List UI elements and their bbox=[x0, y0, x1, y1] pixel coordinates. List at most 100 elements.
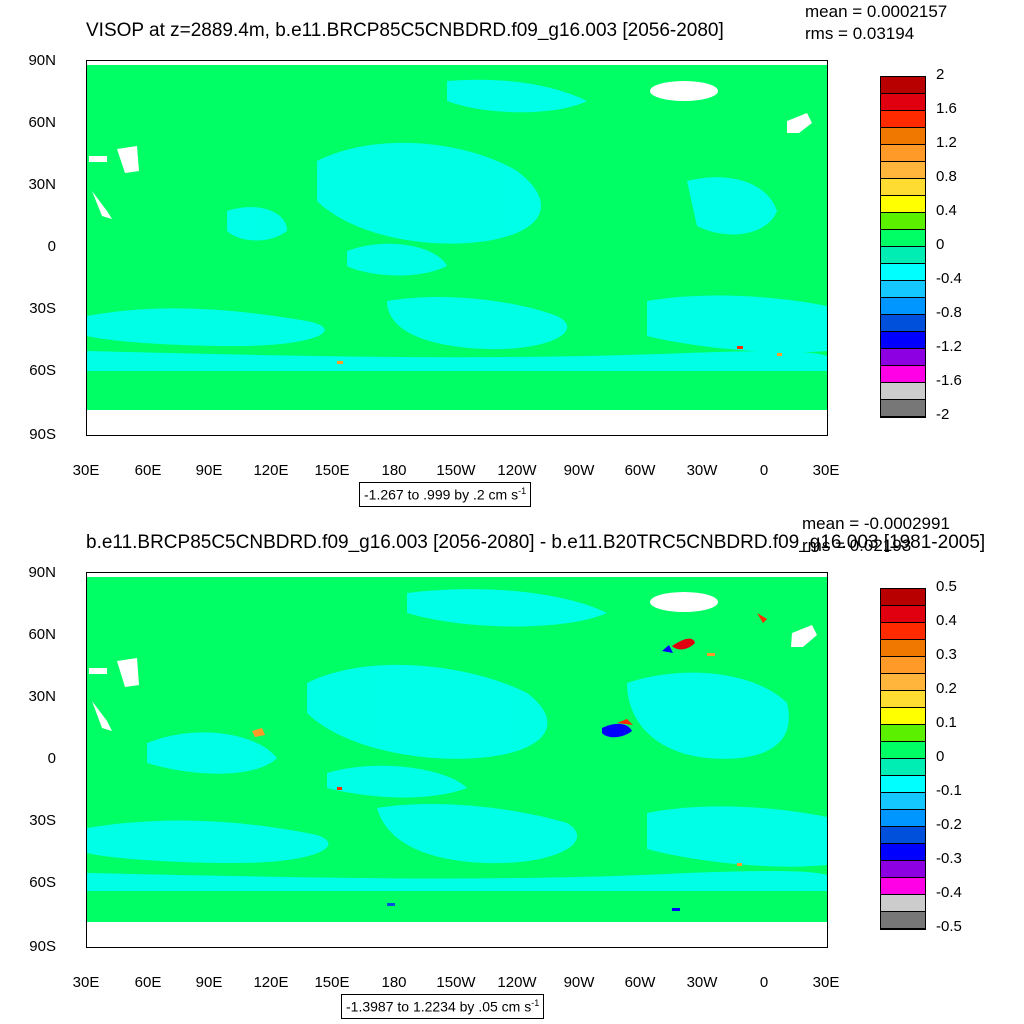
colorbar-cell bbox=[881, 111, 925, 128]
colorbar-label: 0.1 bbox=[936, 714, 957, 731]
lat-label: 0 bbox=[47, 750, 56, 767]
colorbar-cell bbox=[881, 725, 925, 742]
lon-label: 30E bbox=[812, 462, 840, 479]
lon-label: 120E bbox=[253, 462, 289, 479]
unit-exponent: -1 bbox=[531, 998, 540, 1008]
colorbar-cell bbox=[881, 230, 925, 247]
colorbar-label: -0.4 bbox=[936, 270, 962, 287]
lat-label: 60S bbox=[29, 362, 56, 379]
colorbar-label: 0 bbox=[936, 236, 945, 253]
colorbar-label: -0.5 bbox=[936, 918, 962, 935]
top-panel: VISOP at z=2889.4m, b.e11.BRCP85C5CNBDRD… bbox=[28, 2, 962, 507]
lon-label: 150E bbox=[314, 462, 350, 479]
lat-label: 90N bbox=[28, 564, 56, 581]
colorbar-label: 0 bbox=[936, 748, 945, 765]
colorbar-label: 0.8 bbox=[936, 168, 957, 185]
colorbar-cell bbox=[881, 640, 925, 657]
map-plot bbox=[86, 60, 828, 436]
lon-label: 60E bbox=[134, 462, 162, 479]
lon-label: 60W bbox=[624, 462, 656, 479]
colorbar-cell bbox=[881, 179, 925, 196]
lon-label: 180 bbox=[381, 974, 407, 991]
colorbar-cell bbox=[881, 742, 925, 759]
rms-label: rms = 0.02193 bbox=[802, 536, 912, 555]
colorbar-label: -1.2 bbox=[936, 338, 962, 355]
colorbar-label: 1.6 bbox=[936, 100, 957, 117]
lon-label: 0 bbox=[759, 974, 769, 991]
lat-label: 30N bbox=[28, 688, 56, 705]
lon-label: 30E bbox=[72, 974, 100, 991]
lon-label: 120W bbox=[497, 974, 537, 991]
colorbar-label: 0.4 bbox=[936, 202, 957, 219]
lon-label: 0 bbox=[759, 462, 769, 479]
colorbar-cell bbox=[881, 810, 925, 827]
colorbar-cell bbox=[881, 264, 925, 281]
lat-label: 90S bbox=[29, 426, 56, 443]
map-plot bbox=[86, 572, 828, 948]
lon-label: 150W bbox=[436, 974, 476, 991]
panel-title: VISOP at z=2889.4m, b.e11.BRCP85C5CNBDRD… bbox=[86, 20, 724, 41]
contour-range-text: -1.3987 to 1.2234 by .05 cm s bbox=[346, 998, 532, 1015]
lon-label: 90W bbox=[563, 462, 595, 479]
lat-label: 60N bbox=[28, 626, 56, 643]
lon-label: 90E bbox=[195, 974, 223, 991]
unit-exponent: -1 bbox=[518, 486, 527, 496]
panel-title: b.e11.BRCP85C5CNBDRD.f09_g16.003 [2056-2… bbox=[86, 532, 986, 553]
colorbar-cell bbox=[881, 691, 925, 708]
colorbar-cell bbox=[881, 793, 925, 810]
colorbar-cell bbox=[881, 657, 925, 674]
colorbar-label: -0.8 bbox=[936, 304, 962, 321]
colorbar-cell bbox=[881, 878, 925, 895]
colorbar-cell bbox=[881, 589, 925, 606]
colorbar-label: 0.2 bbox=[936, 680, 957, 697]
lon-label: 150W bbox=[436, 462, 476, 479]
colorbar-cell bbox=[881, 94, 925, 111]
colorbar-cell bbox=[881, 145, 925, 162]
colorbar-cell bbox=[881, 77, 925, 94]
lon-label: 180 bbox=[381, 462, 407, 479]
colorbar-cell bbox=[881, 623, 925, 640]
lon-label: 30W bbox=[686, 462, 718, 479]
contour-range-label: -1.267 to .999 by .2 cm s-1 bbox=[359, 482, 532, 507]
lon-label: 120E bbox=[253, 974, 289, 991]
colorbar-cell bbox=[881, 827, 925, 844]
lon-label: 120W bbox=[497, 462, 537, 479]
lat-label: 90S bbox=[29, 938, 56, 955]
rms-label: rms = 0.03194 bbox=[805, 24, 915, 43]
colorbar-label: -2 bbox=[936, 406, 950, 423]
colorbar-label: 0.4 bbox=[936, 612, 957, 629]
colorbar bbox=[880, 588, 926, 930]
colorbar-cell bbox=[881, 776, 925, 793]
colorbar-label: 0.3 bbox=[936, 646, 957, 663]
colorbar-cell bbox=[881, 708, 925, 725]
colorbar-label: -0.3 bbox=[936, 850, 962, 867]
bottom-panel: b.e11.BRCP85C5CNBDRD.f09_g16.003 [2056-2… bbox=[0, 512, 1024, 1024]
colorbar-cell bbox=[881, 383, 925, 400]
colorbar-cell bbox=[881, 606, 925, 623]
colorbar-cell bbox=[881, 247, 925, 264]
colorbar-cell bbox=[881, 759, 925, 776]
colorbar-label: -1.6 bbox=[936, 372, 962, 389]
mean-label: mean = 0.0002157 bbox=[805, 2, 948, 21]
colorbar-label: 0.5 bbox=[936, 578, 957, 595]
colorbar-cell bbox=[881, 315, 925, 332]
colorbar-cell bbox=[881, 128, 925, 145]
lon-label: 30W bbox=[686, 974, 718, 991]
lon-label: 90W bbox=[563, 974, 595, 991]
colorbar-cell bbox=[881, 861, 925, 878]
lat-label: 30S bbox=[29, 812, 56, 829]
lon-label: 60W bbox=[624, 974, 656, 991]
mean-label: mean = -0.0002991 bbox=[802, 514, 950, 533]
colorbar-cell bbox=[881, 196, 925, 213]
colorbar-cell bbox=[881, 400, 925, 417]
lat-label: 60N bbox=[28, 114, 56, 131]
lon-label: 150E bbox=[314, 974, 350, 991]
colorbar-cell bbox=[881, 349, 925, 366]
lon-label: 90E bbox=[195, 462, 223, 479]
lat-label: 30S bbox=[29, 300, 56, 317]
lat-label: 30N bbox=[28, 176, 56, 193]
colorbar-label: 1.2 bbox=[936, 134, 957, 151]
colorbar-cell bbox=[881, 912, 925, 929]
colorbar-cell bbox=[881, 162, 925, 179]
lon-label: 30E bbox=[812, 974, 840, 991]
